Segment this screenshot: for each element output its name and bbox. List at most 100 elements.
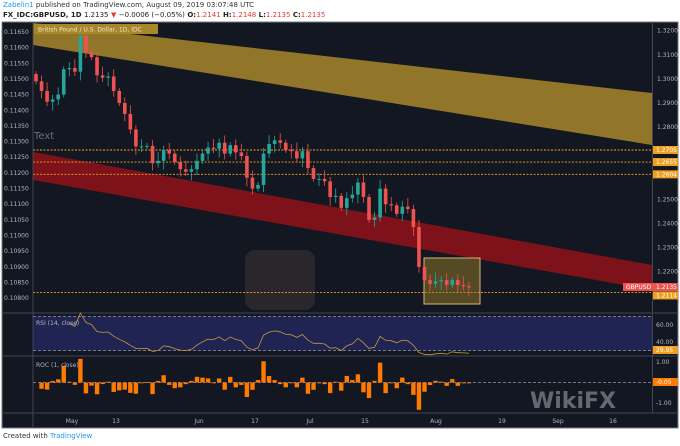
candle-body[interactable]	[317, 178, 321, 180]
candle-body[interactable]	[67, 68, 72, 70]
candle-body[interactable]	[261, 153, 266, 185]
candle-body[interactable]	[389, 204, 393, 206]
candle-body[interactable]	[322, 178, 327, 182]
low-value: 1.2135	[265, 11, 291, 19]
candle-body[interactable]	[222, 142, 227, 154]
candle-body[interactable]	[350, 194, 355, 199]
symbol-price-tag	[623, 283, 653, 291]
candle-body[interactable]	[45, 90, 49, 102]
candle-body[interactable]	[128, 113, 133, 130]
candle-body[interactable]	[422, 266, 427, 281]
candle-body[interactable]	[189, 169, 194, 172]
upper-channel[interactable]	[33, 23, 652, 145]
candle-body[interactable]	[383, 188, 388, 205]
candle-body[interactable]	[106, 76, 110, 78]
candle-body[interactable]	[211, 147, 216, 149]
candle-body[interactable]	[439, 280, 443, 282]
right-price-axis[interactable]: 1.3200 1.3100 1.3000 1.2900 1.2800 1.2500 1.24…	[657, 28, 678, 276]
candle-body[interactable]	[345, 198, 349, 208]
candle-body[interactable]	[417, 227, 421, 267]
candle-body[interactable]	[411, 209, 416, 228]
candle-body[interactable]	[139, 146, 144, 148]
roc-bar	[289, 382, 294, 384]
footer: Created with TradingView	[3, 432, 92, 440]
candle-body[interactable]	[450, 280, 455, 285]
right-axis-tick: 1.2400	[657, 221, 678, 228]
candle-body[interactable]	[178, 162, 183, 170]
candle-body[interactable]	[295, 151, 299, 159]
candle-body[interactable]	[400, 206, 405, 214]
candle-body[interactable]	[100, 75, 105, 78]
candle-body[interactable]	[34, 74, 38, 82]
candle-body[interactable]	[283, 142, 288, 150]
candle-body[interactable]	[406, 206, 410, 210]
candle-body[interactable]	[134, 129, 138, 147]
candle-body[interactable]	[289, 149, 294, 152]
level-tag-value: 1.2655	[656, 159, 677, 166]
candle-body[interactable]	[234, 145, 238, 153]
candle-body[interactable]	[267, 143, 271, 154]
candle-body[interactable]	[156, 160, 160, 164]
right-axis-tick: 1.3100	[657, 52, 678, 59]
candle-body[interactable]	[184, 169, 188, 172]
candle-body[interactable]	[394, 205, 399, 214]
candle-body[interactable]	[123, 103, 127, 114]
candle-body[interactable]	[73, 68, 77, 72]
left-axis-tick: 0.11400	[4, 107, 29, 114]
candle-body[interactable]	[372, 217, 377, 220]
left-axis-tick: 0.10950	[4, 248, 29, 255]
candle-body[interactable]	[339, 195, 344, 208]
candle-body[interactable]	[61, 69, 66, 95]
candle-body[interactable]	[461, 284, 466, 287]
candle-body[interactable]	[161, 149, 166, 161]
candle-body[interactable]	[467, 286, 471, 288]
candle-body[interactable]	[145, 145, 149, 147]
candle-body[interactable]	[256, 184, 260, 189]
candle-body[interactable]	[206, 147, 210, 154]
candle-body[interactable]	[272, 140, 277, 144]
candle-body[interactable]	[56, 94, 60, 100]
candle-body[interactable]	[195, 160, 199, 170]
candle-body[interactable]	[311, 168, 316, 179]
candle-body[interactable]	[306, 151, 310, 169]
candle-body[interactable]	[245, 156, 249, 178]
candle-body[interactable]	[39, 81, 44, 91]
candle-body[interactable]	[89, 52, 94, 58]
candle-body[interactable]	[250, 177, 255, 189]
candle-body[interactable]	[333, 195, 338, 197]
candle-body[interactable]	[356, 182, 360, 195]
candle-body[interactable]	[111, 76, 116, 91]
candle-body[interactable]	[172, 153, 177, 163]
candle-body[interactable]	[300, 151, 305, 159]
candle-body[interactable]	[456, 280, 460, 285]
candle-body[interactable]	[428, 280, 432, 284]
candle-body[interactable]	[278, 140, 282, 143]
candle-body[interactable]	[433, 281, 438, 284]
text-annotation[interactable]: Text	[33, 131, 54, 142]
candle-body[interactable]	[84, 35, 88, 53]
roc-bar	[294, 382, 300, 388]
candle-body[interactable]	[228, 145, 233, 154]
roc-bar	[461, 382, 466, 384]
left-price-axis[interactable]: 0.11650 0.11600 0.11550 0.11500 0.11450 0.114…	[4, 29, 29, 302]
candle-body[interactable]	[217, 142, 221, 149]
time-axis[interactable]: May 13 Jun 17 Jul 15 Aug 19 Sep 16	[66, 418, 617, 425]
candle-body[interactable]	[117, 90, 122, 103]
tradingview-link[interactable]: TradingView	[50, 432, 93, 440]
candle-body[interactable]	[361, 182, 366, 197]
author-link[interactable]: Zabelin1	[3, 1, 34, 9]
candle-body[interactable]	[239, 152, 244, 157]
candle-body[interactable]	[95, 57, 99, 76]
candle-body[interactable]	[167, 149, 171, 154]
candle-body[interactable]	[444, 280, 449, 285]
candle-body[interactable]	[78, 35, 83, 72]
lower-channel[interactable]	[33, 152, 652, 290]
candle-body[interactable]	[150, 145, 155, 164]
candle-body[interactable]	[328, 181, 332, 197]
candle-body[interactable]	[378, 188, 382, 218]
roc-bar	[383, 382, 388, 394]
candle-body[interactable]	[50, 99, 55, 102]
candle-body[interactable]	[367, 196, 371, 220]
candle-body[interactable]	[200, 153, 205, 161]
